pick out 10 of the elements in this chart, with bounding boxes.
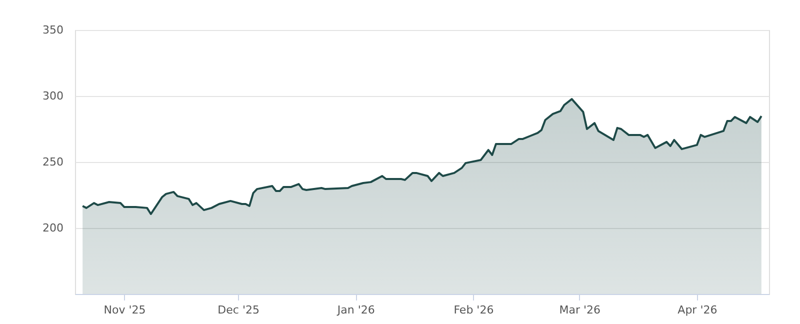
x-tick-label: Mar '26 (559, 304, 601, 316)
x-tick-label: Jan '26 (336, 304, 375, 316)
x-tick-label: Feb '26 (454, 304, 494, 316)
y-tick-label: 250 (42, 156, 64, 168)
y-tick-label: 300 (42, 90, 64, 102)
x-tick-label: Dec '25 (218, 304, 260, 316)
y-tick-label: 350 (42, 24, 64, 36)
x-tick-label: Nov '25 (104, 304, 146, 316)
x-tick-label: Apr '26 (678, 304, 718, 316)
y-tick-label: 200 (42, 222, 64, 234)
